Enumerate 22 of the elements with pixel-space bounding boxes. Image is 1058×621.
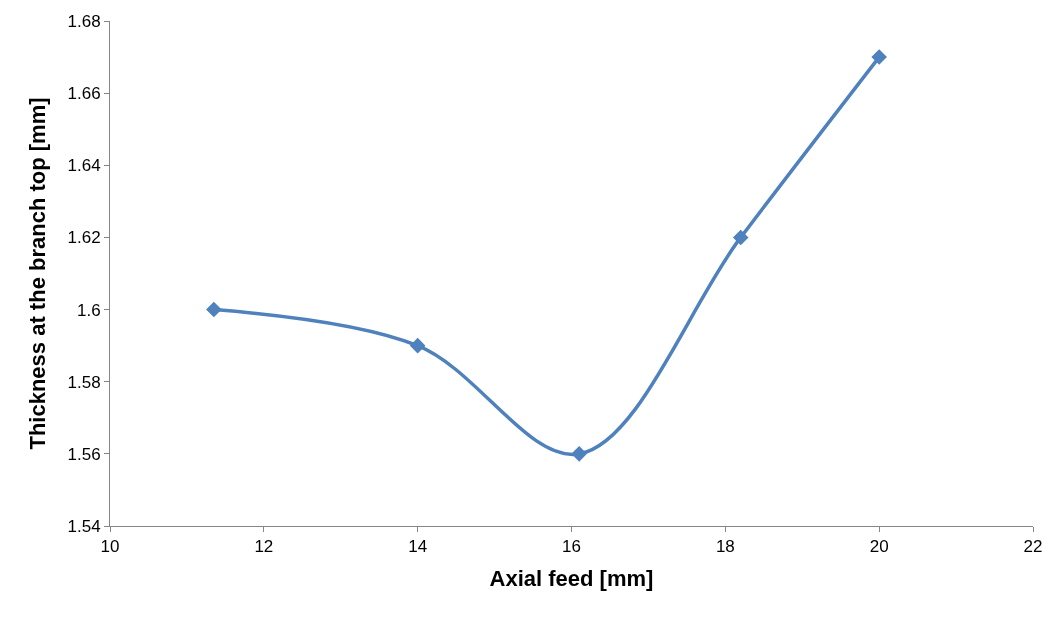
point (571, 446, 587, 462)
y-tick-label: 1.54 (67, 516, 101, 536)
x-tick-label: 10 (100, 537, 120, 557)
y-tick-label: 1.62 (67, 228, 101, 248)
y-tick-label: 1.64 (67, 156, 101, 176)
x-tick-label: 14 (408, 537, 428, 557)
point (409, 337, 426, 354)
y-tick-label: 1.66 (67, 84, 101, 104)
point (732, 229, 749, 246)
x-tick-label: 16 (562, 537, 581, 557)
x-tick-label: 22 (1023, 537, 1043, 557)
x-tick-label: 18 (715, 537, 735, 557)
x-axis-title: Axial feed [mm] (489, 566, 654, 592)
y-axis-title: Thickness at the branch top [mm] (25, 97, 51, 450)
y-tick-label: 1.58 (67, 372, 101, 392)
x-tick-label: 20 (869, 537, 889, 557)
y-tick-label: 1.6 (76, 300, 101, 320)
x-tick-label: 12 (254, 537, 274, 557)
y-tick-label: 1.68 (67, 11, 101, 31)
y-tick-label: 1.56 (67, 444, 101, 464)
point (871, 49, 887, 65)
point (206, 301, 222, 318)
